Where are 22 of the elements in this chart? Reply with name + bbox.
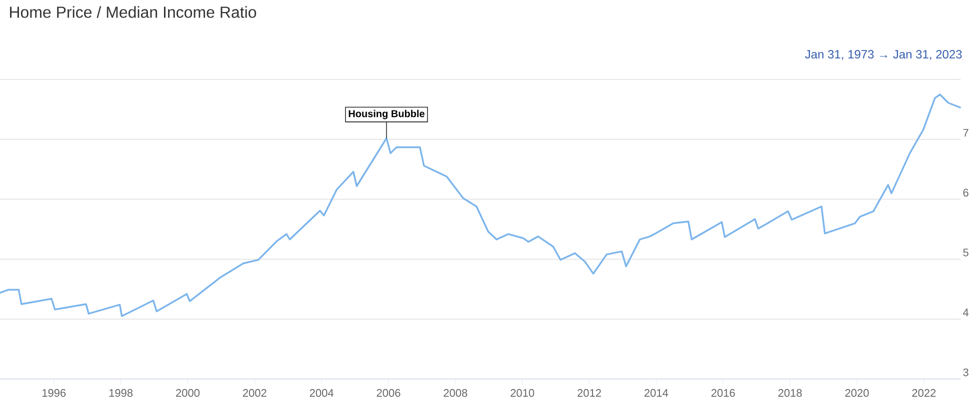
- x-tick-label: 2018: [778, 389, 802, 397]
- x-tick-label: 2000: [176, 389, 200, 397]
- x-tick-label: 2006: [376, 389, 400, 397]
- y-tick-label: 4: [963, 308, 969, 316]
- y-tick-label: 7: [963, 128, 968, 137]
- y-tick-label: 3: [963, 368, 968, 376]
- x-tick-label: 2020: [845, 389, 869, 397]
- y-tick-label: 6: [963, 188, 968, 197]
- annotation: Housing Bubble: [348, 110, 424, 120]
- x-tick-label: 2002: [242, 389, 266, 397]
- x-tick-label: 2010: [510, 389, 534, 397]
- x-tick-label: 2016: [711, 389, 735, 397]
- x-tick-label: 2012: [578, 389, 601, 397]
- x-tick-label: 1996: [42, 389, 66, 397]
- x-tick-label: 2008: [444, 389, 468, 397]
- y-tick-label: 5: [963, 248, 968, 256]
- x-tick-label: 2004: [310, 389, 334, 397]
- text: Jan 31, 1973 → Jan 31, 2023: [805, 50, 962, 60]
- x-tick-label: 2022: [912, 389, 936, 397]
- x-tick-label: 2014: [644, 389, 668, 397]
- x-tick-label: 1998: [109, 389, 133, 397]
- chart-title: Home Price / Median Income Ratio: [10, 6, 256, 18]
